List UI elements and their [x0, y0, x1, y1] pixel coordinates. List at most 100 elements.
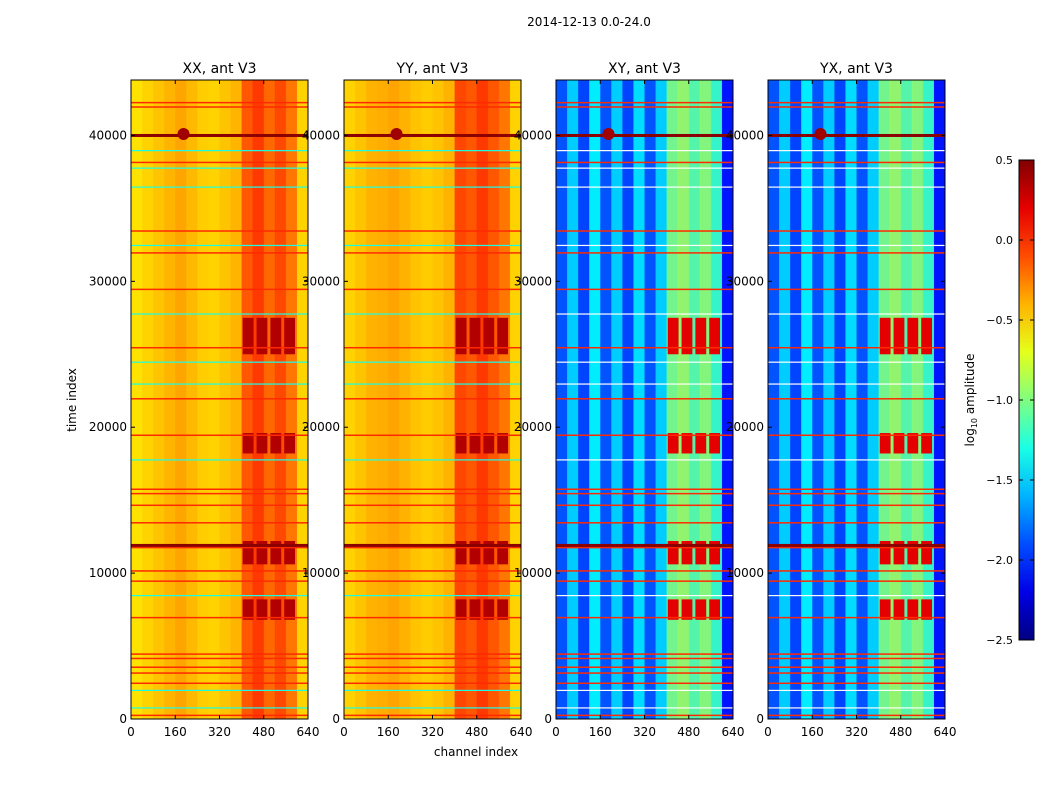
panel-3: YX, ant V3 0 160 320 480 640 0 10000 20000 30000 4…: [726, 61, 957, 739]
y-axis-label: time index: [65, 368, 79, 432]
panel-title: XX, ant V3: [183, 61, 257, 77]
heatmap-stripe: [344, 672, 521, 674]
y-tick-label: 0: [544, 712, 552, 726]
heatmap-stripe: [344, 543, 521, 547]
heatmap-hot-block: [893, 599, 905, 620]
heatmap-stripe: [131, 346, 308, 349]
heatmap-hot-block: [667, 433, 679, 454]
heatmap-stripe: [768, 459, 945, 461]
heatmap-hot-block: [921, 599, 933, 620]
heatmap-stripe: [344, 504, 521, 507]
heatmap-stripe: [768, 546, 945, 549]
heatmap-hot-block: [284, 317, 296, 355]
colorbar-tick-label: −0.5: [986, 314, 1013, 327]
panel-1: YY, ant V3 0 160 320 480 640 0 10000 20000 30000 4…: [302, 61, 533, 739]
heatmap-stripe: [556, 522, 733, 524]
heatmap-stripe: [344, 133, 521, 137]
heatmap-stripe: [344, 101, 521, 104]
x-tick-label: 0: [340, 725, 348, 739]
heatmap-stripe: [556, 657, 733, 660]
heatmap-stripe: [768, 133, 945, 137]
heatmap-hot-block: [907, 433, 919, 454]
y-tick-label: 0: [119, 712, 127, 726]
heatmap-stripe: [131, 101, 308, 104]
heatmap-hot-block: [709, 317, 721, 355]
heatmap-stripe: [768, 616, 945, 619]
x-tick-label: 0: [764, 725, 772, 739]
x-tick-label: 480: [465, 725, 488, 739]
heatmap-stripe: [768, 383, 945, 385]
heatmap-stripe: [131, 106, 308, 108]
x-tick-label: 320: [208, 725, 231, 739]
heatmap-hot-block: [469, 599, 481, 620]
x-tick-label: 0: [552, 725, 560, 739]
colorbar-tick-label: −1.0: [986, 394, 1013, 407]
heatmap-hot-block: [709, 433, 721, 454]
x-tick-label: 160: [377, 725, 400, 739]
heatmap-hot-block: [879, 599, 891, 620]
heatmap-hot-block: [709, 541, 721, 565]
heatmap-stripe: [768, 488, 945, 490]
heatmap-hot-block: [921, 317, 933, 355]
colorbar-label: log10 amplitude: [963, 354, 979, 447]
heatmap-hot-block: [256, 599, 268, 620]
panel-title: XY, ant V3: [608, 61, 681, 77]
heatmap-stripe: [556, 230, 733, 232]
heatmap-hotspot: [602, 127, 615, 140]
heatmap-hot-block: [667, 317, 679, 355]
heatmap-stripe: [344, 522, 521, 524]
x-tick-label: 160: [164, 725, 187, 739]
y-tick-label: 10000: [89, 566, 127, 580]
heatmap-hot-block: [284, 541, 296, 565]
heatmap-stripe: [131, 361, 308, 363]
y-tick-label: 20000: [302, 420, 340, 434]
heatmap-stripe: [344, 488, 521, 490]
heatmap-stripe: [768, 244, 945, 247]
heatmap-stripe: [556, 488, 733, 490]
heatmap-stripe: [556, 504, 733, 507]
heatmap-stripe: [344, 492, 521, 495]
heatmap-hot-block: [681, 317, 693, 355]
heatmap-hot-block: [497, 317, 509, 355]
y-tick-label: 40000: [726, 128, 764, 142]
heatmap-hot-block: [681, 599, 693, 620]
x-tick-label: 320: [845, 725, 868, 739]
heatmap-hot-block: [469, 433, 481, 454]
heatmap-hot-block: [921, 541, 933, 565]
y-tick-label: 20000: [89, 420, 127, 434]
heatmap-stripe: [768, 657, 945, 660]
heatmap-hot-block: [893, 317, 905, 355]
heatmap-stripe: [131, 492, 308, 495]
heatmap-hot-block: [242, 599, 254, 620]
heatmap-hot-block: [695, 317, 707, 355]
heatmap-stripe: [556, 313, 733, 315]
heatmap-hot-block: [695, 541, 707, 565]
heatmap-hot-block: [270, 433, 282, 454]
heatmap-hot-block: [483, 599, 495, 620]
heatmap-hot-block: [695, 433, 707, 454]
heatmap-stripe: [768, 361, 945, 363]
heatmap-stripe: [131, 594, 308, 597]
heatmap-stripe: [131, 522, 308, 524]
heatmap-stripe: [344, 434, 521, 437]
colorbar-tick-label: 0.5: [996, 154, 1014, 167]
heatmap-hot-block: [879, 317, 891, 355]
heatmap-stripe: [556, 167, 733, 169]
heatmap-stripe: [131, 244, 308, 247]
heatmap-stripe: [768, 101, 945, 104]
heatmap-stripe: [344, 580, 521, 582]
heatmap-hot-block: [483, 541, 495, 565]
heatmap-stripe: [768, 161, 945, 164]
x-tick-label: 320: [421, 725, 444, 739]
heatmap-stripe: [344, 689, 521, 692]
heatmap-stripe: [131, 434, 308, 437]
heatmap-stripe: [131, 167, 308, 169]
heatmap-stripe: [556, 133, 733, 137]
heatmap-hot-block: [907, 541, 919, 565]
heatmap-stripe: [768, 313, 945, 315]
y-tick-label: 0: [756, 712, 764, 726]
heatmap-stripe: [344, 546, 521, 549]
heatmap-stripe: [556, 594, 733, 597]
